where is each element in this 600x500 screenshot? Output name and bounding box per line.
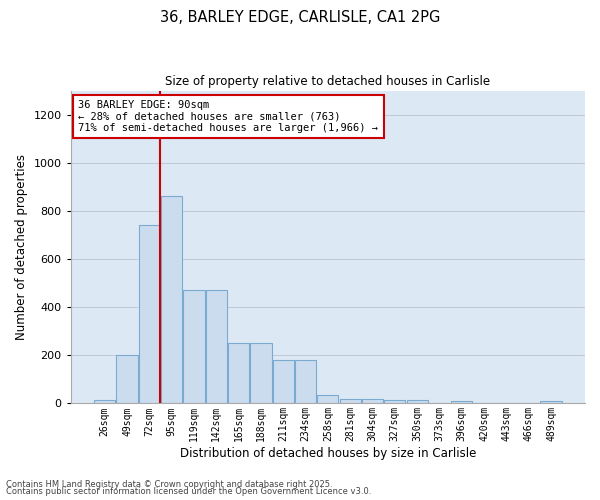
Bar [272,360,294,404]
Bar [94,400,115,404]
Bar [541,402,562,404]
Bar [139,226,160,404]
Bar [161,196,182,404]
Bar [340,398,361,404]
Bar [317,395,338,404]
Bar [116,356,137,404]
Bar [451,402,472,404]
Bar [407,400,428,404]
Bar [250,344,272,404]
Bar [206,290,227,404]
Y-axis label: Number of detached properties: Number of detached properties [15,154,28,340]
Bar [184,290,205,404]
Text: 36 BARLEY EDGE: 90sqm
← 28% of detached houses are smaller (763)
71% of semi-det: 36 BARLEY EDGE: 90sqm ← 28% of detached … [79,100,379,133]
Bar [384,400,406,404]
X-axis label: Distribution of detached houses by size in Carlisle: Distribution of detached houses by size … [179,447,476,460]
Title: Size of property relative to detached houses in Carlisle: Size of property relative to detached ho… [165,75,490,88]
Bar [362,398,383,404]
Bar [228,344,249,404]
Text: Contains public sector information licensed under the Open Government Licence v3: Contains public sector information licen… [6,487,371,496]
Bar [295,360,316,404]
Text: Contains HM Land Registry data © Crown copyright and database right 2025.: Contains HM Land Registry data © Crown c… [6,480,332,489]
Text: 36, BARLEY EDGE, CARLISLE, CA1 2PG: 36, BARLEY EDGE, CARLISLE, CA1 2PG [160,10,440,25]
